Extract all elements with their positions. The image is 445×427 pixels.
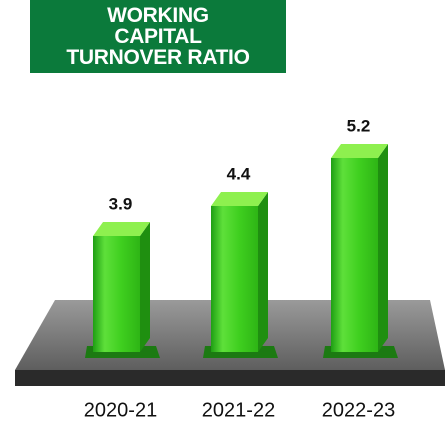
bar [93, 236, 140, 352]
bar-top [93, 222, 150, 236]
bars [85, 144, 398, 358]
bar [331, 158, 378, 352]
data-label: 3.9 [109, 194, 133, 213]
bar-top [331, 144, 388, 158]
bar-side [378, 144, 388, 352]
bar [211, 206, 258, 352]
x-tick-label: 2022-23 [322, 399, 395, 421]
data-label: 4.4 [227, 164, 251, 183]
x-tick-label: 2020-21 [84, 399, 157, 421]
bar-top [211, 192, 268, 206]
data-label: 5.2 [347, 116, 371, 135]
bar-side [258, 192, 268, 352]
bar-side [140, 222, 150, 352]
x-tick-label: 2021-22 [202, 399, 275, 421]
chart-title: WORKING CAPITAL TURNOVER RATIO [30, 0, 286, 73]
platform-edge [15, 370, 445, 386]
